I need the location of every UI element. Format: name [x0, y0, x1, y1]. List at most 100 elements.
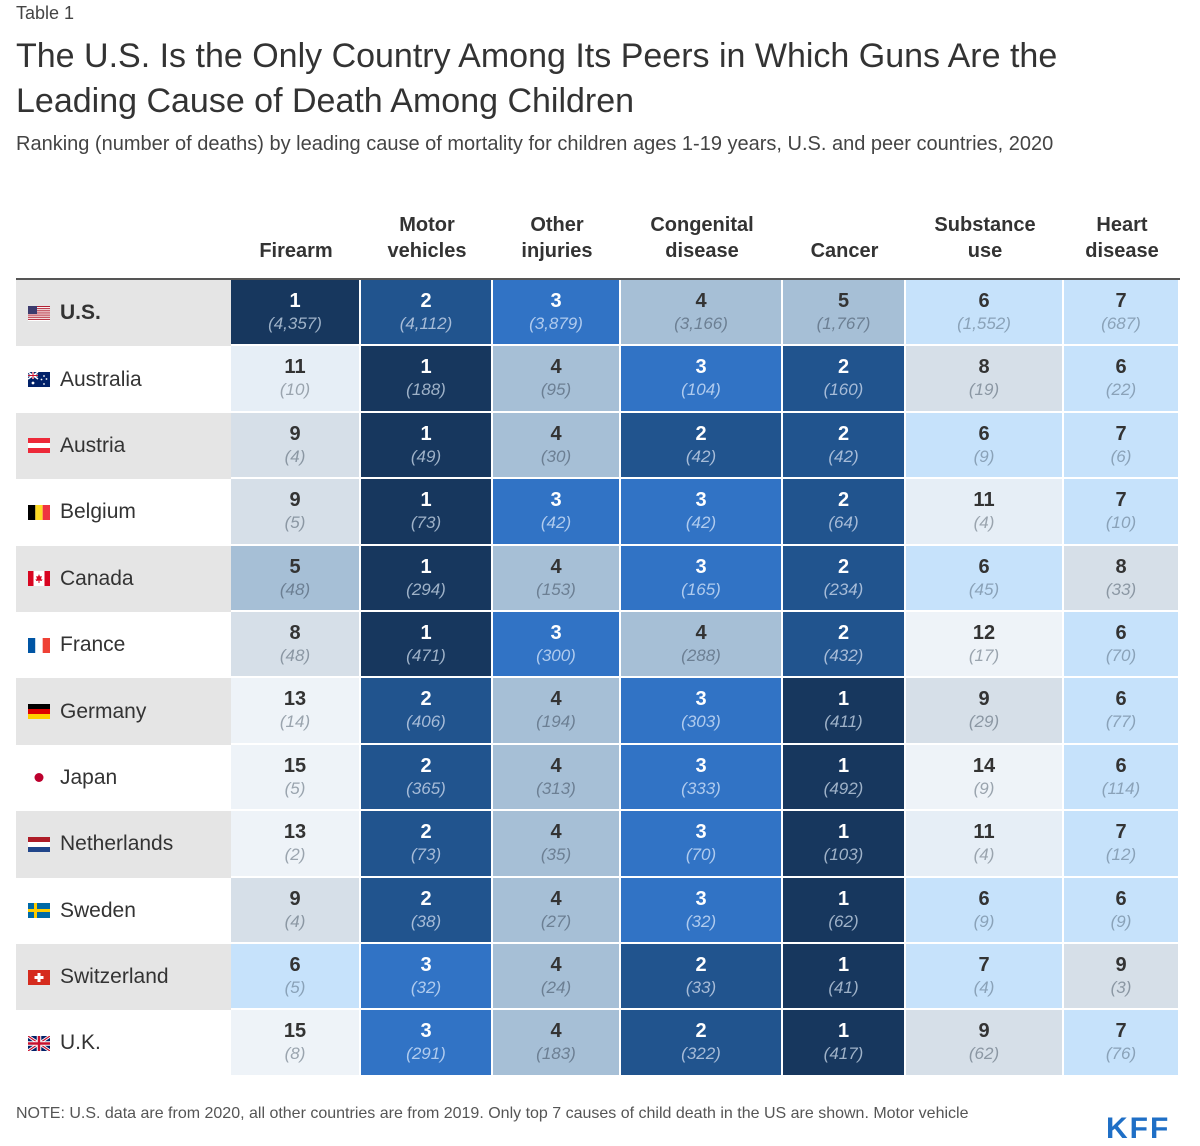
rank-cell: 5 (1,767): [783, 280, 906, 347]
column-header-firearm: Firearm: [231, 212, 361, 264]
rank-cell: 4 (313): [493, 744, 621, 812]
rank-value: 4: [550, 555, 562, 578]
rank-cell: 2 (42): [783, 412, 906, 480]
death-count: (22): [1105, 380, 1137, 400]
rank-cell: 15 (8): [231, 1010, 361, 1077]
death-count: (64): [828, 513, 859, 533]
death-count: (17): [968, 645, 1000, 665]
death-count: (160): [823, 380, 864, 400]
rank-cell: 3 (165): [621, 545, 783, 612]
rank-value: 4: [550, 356, 562, 379]
rank-cell: 7 (12): [1064, 811, 1180, 878]
rank-value: 1: [420, 489, 432, 512]
germany-flag-icon: [28, 704, 50, 720]
death-count: (10): [279, 380, 311, 400]
death-count: (9): [1110, 911, 1132, 931]
rank-value: 3: [420, 1020, 432, 1043]
death-count: (300): [536, 645, 576, 665]
japan-flag-icon: [28, 770, 50, 785]
country-name: Sweden: [60, 898, 136, 922]
death-count: (471): [406, 645, 446, 665]
rank-value: 1: [289, 290, 301, 312]
death-count: (4): [284, 911, 306, 931]
rank-value: 4: [550, 953, 562, 976]
country-name: U.S.: [60, 301, 101, 325]
country-cell: Belgium: [16, 479, 231, 545]
rank-value: 4: [550, 422, 562, 445]
death-count: (322): [681, 1044, 721, 1064]
rank-value: 7: [1115, 422, 1127, 445]
death-count: (33): [1105, 579, 1137, 599]
death-count: (42): [685, 513, 717, 533]
rank-cell: 1 (492): [783, 744, 906, 812]
rank-value: 8: [978, 356, 990, 379]
rank-value: 1: [837, 887, 850, 910]
rank-value: 11: [973, 489, 995, 512]
column-header-line: disease: [665, 240, 739, 262]
rank-value: 3: [550, 621, 562, 644]
death-count: (45): [968, 579, 1000, 599]
rank-cell: 4 (288): [621, 611, 783, 679]
rank-value: 4: [550, 887, 562, 910]
death-count: (9): [973, 911, 995, 931]
death-count: (70): [685, 845, 717, 865]
rank-value: 1: [837, 754, 850, 777]
rank-value: 2: [420, 887, 432, 910]
death-count: (32): [685, 911, 717, 931]
table-row: Sweden 9 (4) 2 (38) 4 (27) 3 (32) 1 (62) 6 (9) 6 (9): [16, 877, 1180, 944]
rank-cell: 2 (432): [783, 611, 906, 679]
rank-value: 6: [1115, 621, 1127, 644]
rank-value: 7: [1115, 290, 1127, 312]
rank-cell: 1 (294): [361, 545, 493, 612]
rank-value: 3: [420, 953, 432, 976]
sweden-flag-icon: [28, 903, 50, 919]
rank-value: 1: [420, 621, 432, 644]
column-header-cancer: Cancer: [783, 212, 906, 264]
rank-value: 1: [837, 821, 850, 844]
column-header-line: use: [967, 240, 1003, 262]
rank-value: 6: [978, 290, 990, 312]
death-count: (29): [968, 712, 1000, 732]
country-name: Netherlands: [60, 832, 174, 856]
rank-cell: 2 (38): [361, 877, 493, 944]
rank-value: 8: [1115, 555, 1127, 578]
country-cell: Japan: [16, 745, 231, 811]
rank-value: 7: [1115, 1020, 1127, 1043]
death-count: (165): [681, 579, 721, 599]
death-count: (6): [1110, 446, 1132, 466]
death-count: (3,166): [674, 314, 728, 333]
death-count: (288): [681, 645, 721, 665]
rank-cell: 9 (5): [231, 479, 361, 546]
rank-value: 6: [1115, 754, 1127, 777]
column-header-substance-use: Substance use: [906, 212, 1064, 264]
rank-cell: 13 (2): [231, 811, 361, 878]
rank-cell: 3 (303): [621, 678, 783, 745]
death-count: (5): [284, 977, 306, 997]
rank-value: 1: [420, 356, 432, 379]
rank-cell: 4 (183): [493, 1010, 621, 1077]
death-count: (303): [681, 712, 721, 732]
death-count: (234): [823, 579, 864, 599]
page-title: The U.S. Is the Only Country Among Its P…: [16, 37, 1058, 120]
table-row: Germany 13 (14) 2 (406) 4 (194) 3 (303) 1 (411) 9 (2…: [16, 678, 1180, 745]
death-count: (62): [968, 1044, 1000, 1064]
table-row: Switzerland 6 (5) 3 (32) 4 (24) 2 (33) 1 (41) 7 (4) 9…: [16, 943, 1180, 1011]
rank-cell: 11 (10): [231, 346, 361, 413]
table-row: Netherlands 13 (2) 2 (73) 4 (35) 3 (70) 1 (103) 11(…: [16, 811, 1180, 878]
rank-value: 3: [550, 290, 562, 312]
death-count: (19): [968, 380, 1000, 400]
rank-cell: 4 (194): [493, 678, 621, 745]
death-count: (194): [536, 712, 576, 732]
rank-value: 12: [972, 621, 996, 644]
rank-value: 3: [695, 754, 707, 777]
rank-value: 2: [420, 754, 432, 777]
death-count: (492): [823, 778, 864, 798]
table-row: Belgium 9 (5) 1 (73) 3 (42) 3 (42) 2 (64) 11 (4) 7 (10…: [16, 479, 1180, 546]
country-name: Switzerland: [60, 965, 169, 989]
death-count: (114): [1101, 778, 1141, 798]
death-count: (48): [279, 579, 311, 599]
rank-cell: 4 (95): [493, 346, 621, 413]
death-count: (4,112): [399, 314, 453, 333]
kff-logo: KFF: [1106, 1112, 1171, 1145]
rank-cell: 9 (4): [231, 412, 361, 480]
